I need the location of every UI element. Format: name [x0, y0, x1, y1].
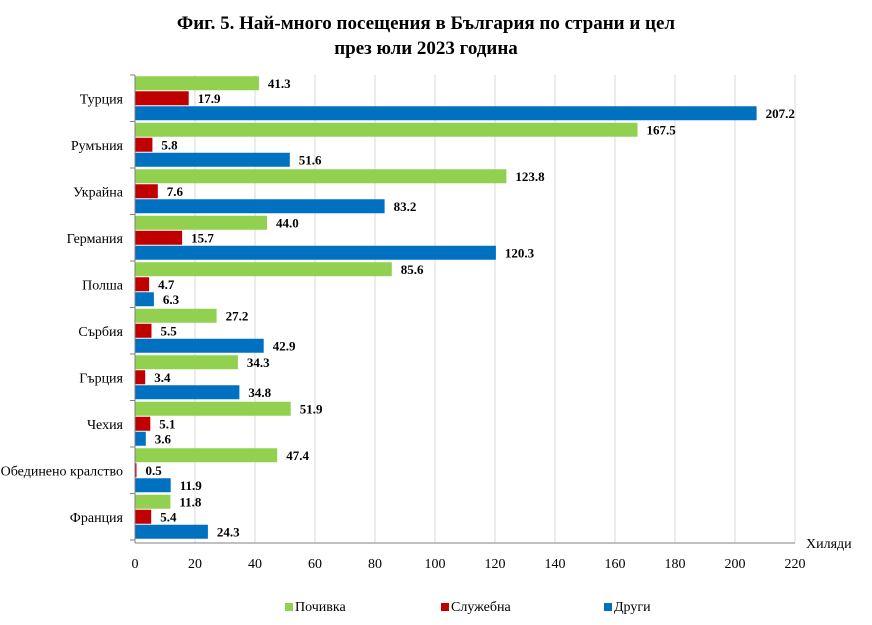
bar [135, 494, 171, 509]
data-label: 34.8 [248, 385, 271, 400]
data-label: 85.6 [401, 262, 424, 277]
x-tick-labels: 0 20 40 60 80 100 120 140 160 180 200 220 [132, 557, 806, 572]
data-label: 42.9 [273, 338, 296, 353]
bar [135, 199, 385, 214]
bar [135, 323, 152, 338]
bar [135, 463, 137, 478]
bar [135, 338, 264, 353]
data-label: 27.2 [226, 308, 249, 323]
bar [135, 478, 171, 493]
legend-swatch [441, 603, 449, 611]
bar [135, 122, 638, 137]
data-label: 24.3 [217, 524, 240, 539]
data-label: 5.1 [159, 416, 175, 431]
category-label: Гърция [79, 371, 123, 386]
legend-swatch [285, 603, 293, 611]
x-tick-label: 180 [665, 557, 686, 572]
data-label: 11.9 [180, 478, 203, 493]
bar [135, 370, 146, 385]
data-labels: 41.3 17.9 207.2 167.5 5.8 51.6 123.8 7.6 83.2 44.… [146, 76, 795, 540]
data-label: 15.7 [191, 230, 214, 245]
chart-title-line-2: през юли 2023 година [334, 38, 518, 59]
grid-lines [194, 75, 796, 543]
category-label: Франция [70, 511, 124, 526]
bar [135, 448, 278, 463]
x-tick-label: 200 [725, 557, 746, 572]
bar [135, 416, 151, 431]
legend-label: Служебна [451, 600, 511, 615]
category-label: Сърбия [78, 325, 123, 340]
data-label: 0.5 [146, 463, 163, 478]
data-label: 120.3 [505, 245, 535, 260]
legend-label: Почивка [295, 600, 346, 615]
x-tick-label: 120 [485, 557, 506, 572]
bar [135, 137, 153, 152]
category-label: Чехия [87, 418, 124, 433]
chart-title-line-1: Фиг. 5. Най-много посещения в България п… [177, 13, 676, 34]
axes [130, 74, 795, 544]
data-label: 4.7 [158, 277, 175, 292]
data-label: 6.3 [163, 292, 180, 307]
bar [135, 292, 154, 307]
x-tick-label: 140 [545, 557, 566, 572]
data-label: 83.2 [394, 199, 417, 214]
category-labels: Турция Румъния Украйна Германия Полша Сърбия Г… [1, 92, 124, 526]
data-label: 7.6 [167, 184, 184, 199]
x-tick-label: 60 [308, 557, 322, 572]
data-label: 41.3 [268, 76, 291, 91]
category-label: Румъния [71, 139, 124, 154]
bar [135, 401, 291, 416]
bar [135, 431, 146, 446]
x-axis-unit-label: Хиляди [806, 537, 852, 552]
data-label: 207.2 [766, 106, 795, 121]
bar [135, 509, 152, 524]
data-label: 51.9 [300, 401, 323, 416]
data-label: 3.6 [155, 431, 172, 446]
category-label: Обединено кралство [1, 464, 123, 479]
bar [135, 385, 240, 400]
legend-swatch [604, 603, 612, 611]
bar [135, 184, 158, 199]
category-label: Турция [80, 92, 124, 107]
x-tick-label: 160 [605, 557, 626, 572]
category-label: Полша [82, 278, 124, 293]
bars [135, 76, 757, 539]
data-label: 51.6 [299, 152, 322, 167]
bar [135, 106, 757, 121]
data-label: 44.0 [276, 215, 299, 230]
data-label: 11.8 [179, 494, 202, 509]
legend: Почивка Служебна Други [285, 600, 651, 615]
data-label: 34.3 [247, 355, 270, 370]
bar [135, 262, 392, 277]
bar [135, 524, 208, 539]
data-label: 5.8 [161, 137, 178, 152]
bar [135, 308, 217, 323]
bar [135, 245, 496, 260]
data-label: 5.4 [160, 509, 177, 524]
x-tick-label: 220 [785, 557, 806, 572]
bar [135, 355, 238, 370]
x-tick-label: 40 [248, 557, 262, 572]
data-label: 17.9 [198, 91, 221, 106]
x-tick-label: 100 [425, 557, 446, 572]
bar [135, 277, 150, 292]
data-label: 167.5 [647, 122, 677, 137]
category-label: Украйна [73, 185, 124, 200]
x-tick-label: 0 [132, 557, 139, 572]
data-label: 123.8 [515, 169, 545, 184]
legend-label: Други [614, 600, 651, 615]
bar [135, 230, 183, 245]
data-label: 5.5 [161, 323, 178, 338]
bar [135, 91, 189, 106]
bar [135, 215, 267, 230]
bar [135, 76, 259, 91]
data-label: 47.4 [286, 448, 309, 463]
x-tick-label: 80 [368, 557, 382, 572]
bar [135, 169, 507, 184]
bar [135, 152, 290, 167]
x-tick-label: 20 [188, 557, 202, 572]
data-label: 3.4 [154, 370, 171, 385]
category-label: Германия [67, 232, 124, 247]
